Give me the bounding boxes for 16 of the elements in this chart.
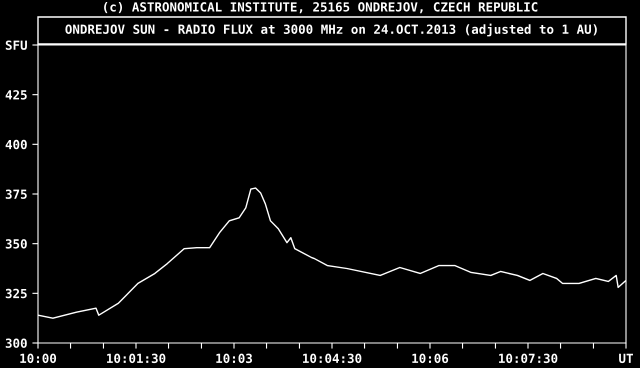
x-tick-label: 10:00 xyxy=(20,354,56,364)
chart-title: ONDREJOV SUN - RADIO FLUX at 3000 MHz on 24.OCT.2013 (adjusted to 1 AU) xyxy=(65,24,597,36)
y-tick-label: 400 xyxy=(6,140,27,150)
y-tick-label: 375 xyxy=(6,189,27,199)
y-tick-label: SFU xyxy=(6,40,27,50)
y-tick-label: 300 xyxy=(6,338,27,348)
x-tick-label: 10:06 xyxy=(412,354,448,364)
x-tick-label: 10:01:30 xyxy=(107,354,166,364)
x-tick-label: UT xyxy=(619,354,633,364)
y-tick-label: 425 xyxy=(6,90,27,100)
x-tick-label: 10:04:30 xyxy=(303,354,362,364)
x-tick-label: 10:07:30 xyxy=(499,354,558,364)
y-tick-label: 325 xyxy=(6,288,27,298)
y-tick-label: 350 xyxy=(6,239,27,249)
text: (c) ASTRONOMICAL INSTITUTE, 25165 ONDREJOV, CZECH REPUBLIC xyxy=(104,2,538,14)
x-tick-label: 10:03 xyxy=(216,354,252,364)
